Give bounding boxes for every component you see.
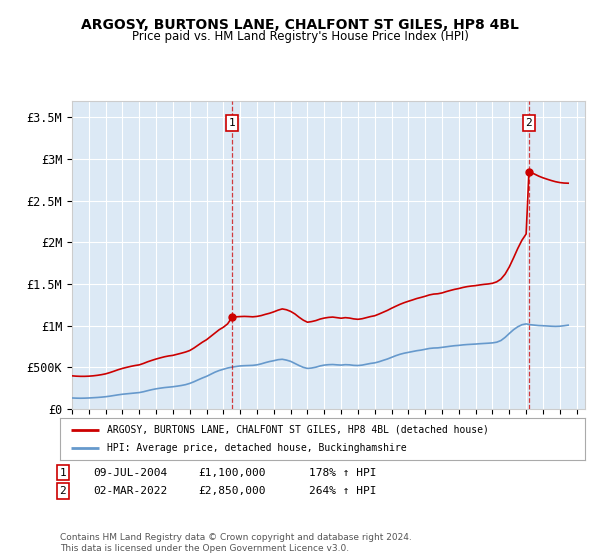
Text: ARGOSY, BURTONS LANE, CHALFONT ST GILES, HP8 4BL: ARGOSY, BURTONS LANE, CHALFONT ST GILES,…: [81, 18, 519, 32]
Text: HPI: Average price, detached house, Buckinghamshire: HPI: Average price, detached house, Buck…: [107, 444, 407, 454]
Text: 2: 2: [59, 486, 67, 496]
Text: 2: 2: [526, 118, 532, 128]
Text: 09-JUL-2004: 09-JUL-2004: [93, 468, 167, 478]
Text: 02-MAR-2022: 02-MAR-2022: [93, 486, 167, 496]
Text: 264% ↑ HPI: 264% ↑ HPI: [309, 486, 377, 496]
Text: Contains HM Land Registry data © Crown copyright and database right 2024.
This d: Contains HM Land Registry data © Crown c…: [60, 533, 412, 553]
Text: 178% ↑ HPI: 178% ↑ HPI: [309, 468, 377, 478]
Text: 1: 1: [59, 468, 67, 478]
Text: £1,100,000: £1,100,000: [198, 468, 265, 478]
Text: £2,850,000: £2,850,000: [198, 486, 265, 496]
Text: ARGOSY, BURTONS LANE, CHALFONT ST GILES, HP8 4BL (detached house): ARGOSY, BURTONS LANE, CHALFONT ST GILES,…: [107, 424, 489, 435]
Text: 1: 1: [229, 118, 235, 128]
Text: Price paid vs. HM Land Registry's House Price Index (HPI): Price paid vs. HM Land Registry's House …: [131, 30, 469, 43]
